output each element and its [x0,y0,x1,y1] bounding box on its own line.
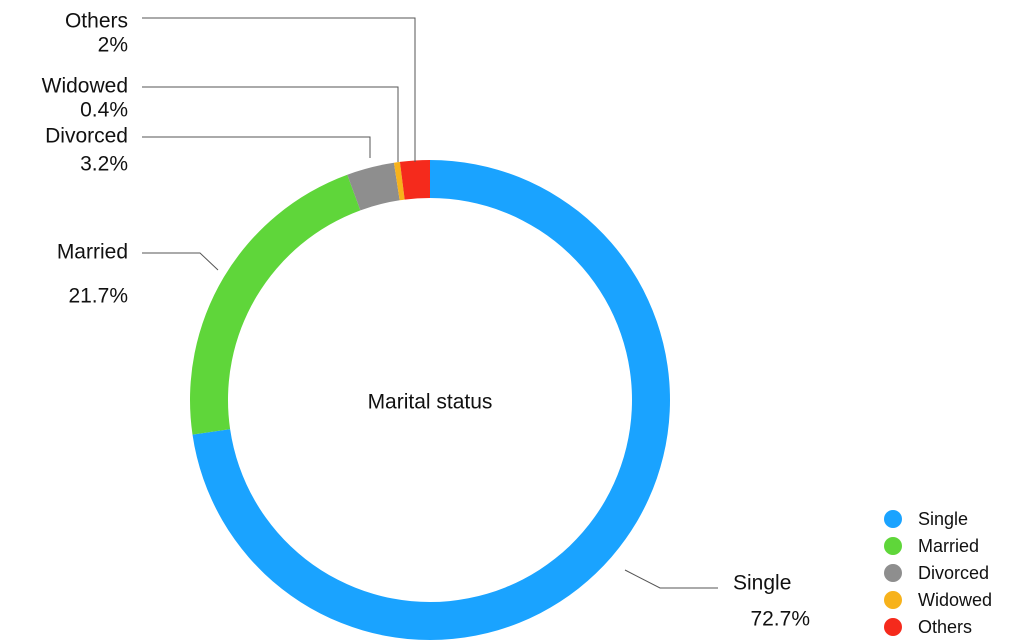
donut-slice [347,162,400,211]
leader-line [142,86,399,162]
legend-marker [884,618,902,636]
legend-label: Widowed [918,590,992,610]
legend-marker [884,591,902,609]
legend-marker [884,537,902,555]
leader-line [142,252,219,271]
legend-marker [884,510,902,528]
leader-line [624,569,718,589]
legend-label: Married [918,536,979,556]
donut-slice [399,160,430,200]
legend-label: Others [918,617,972,637]
legend-label: Single [918,509,968,529]
slice-label: Widowed [42,75,128,98]
leader-line [142,136,371,158]
slice-value-label: 21.7% [68,285,128,308]
slice-value-label: 0.4% [80,99,128,122]
legend-marker [884,564,902,582]
slice-label: Divorced [45,125,128,148]
slice-label: Others [65,10,128,33]
slice-label: Single [733,572,791,595]
chart-title: Marital status [368,391,493,414]
slice-label: Married [57,241,128,264]
slice-value-label: 2% [98,34,128,57]
donut-slice [189,174,361,435]
leader-line [142,17,416,162]
legend-label: Divorced [918,563,989,583]
slice-value-label: 3.2% [80,153,128,176]
slice-value-label: 72.7% [750,608,810,631]
donut-slice [393,161,405,201]
